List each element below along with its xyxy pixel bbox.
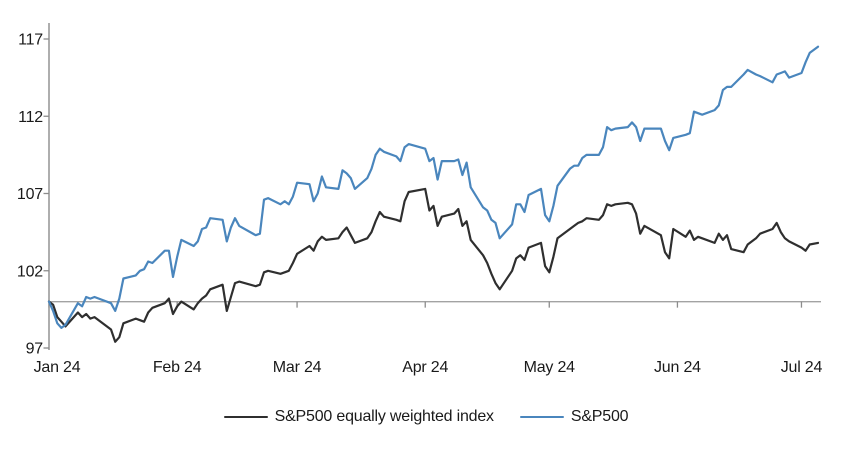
x-tick-label-4: May 24: [524, 359, 576, 376]
y-tick-label-3: 112: [18, 109, 43, 126]
y-tick-label-4: 117: [18, 32, 43, 49]
x-tick-label-2: Mar 24: [273, 359, 322, 376]
legend-label-0: S&P500 equally weighted index: [274, 408, 494, 425]
y-tick-label-1: 102: [17, 263, 43, 280]
x-tick-label-6: Jul 24: [781, 359, 823, 376]
x-tick-label-5: Jun 24: [654, 359, 701, 376]
y-tick-label-2: 107: [17, 186, 43, 203]
legend-item-1: S&P500: [519, 408, 629, 426]
legend-label-1: S&P500: [570, 408, 629, 425]
x-tick-label-3: Apr 24: [402, 359, 448, 376]
x-tick-label-0: Jan 24: [34, 359, 81, 376]
chart-legend: S&P500 equally weighted index S&P500: [0, 408, 852, 426]
legend-item-0: S&P500 equally weighted index: [223, 408, 494, 426]
legend-line-swatch-1: [519, 415, 564, 419]
series-line-0: [47, 187, 820, 343]
legend-line-swatch-0: [223, 415, 268, 419]
y-tick-label-0: 97: [26, 341, 44, 358]
series-line-1: [47, 45, 820, 329]
x-tick-label-1: Feb 24: [153, 359, 202, 376]
chart-canvas: Jan 24 Feb 24 Mar 24 Apr 24 May 24 Jun 24 Jul …: [17, 23, 823, 376]
